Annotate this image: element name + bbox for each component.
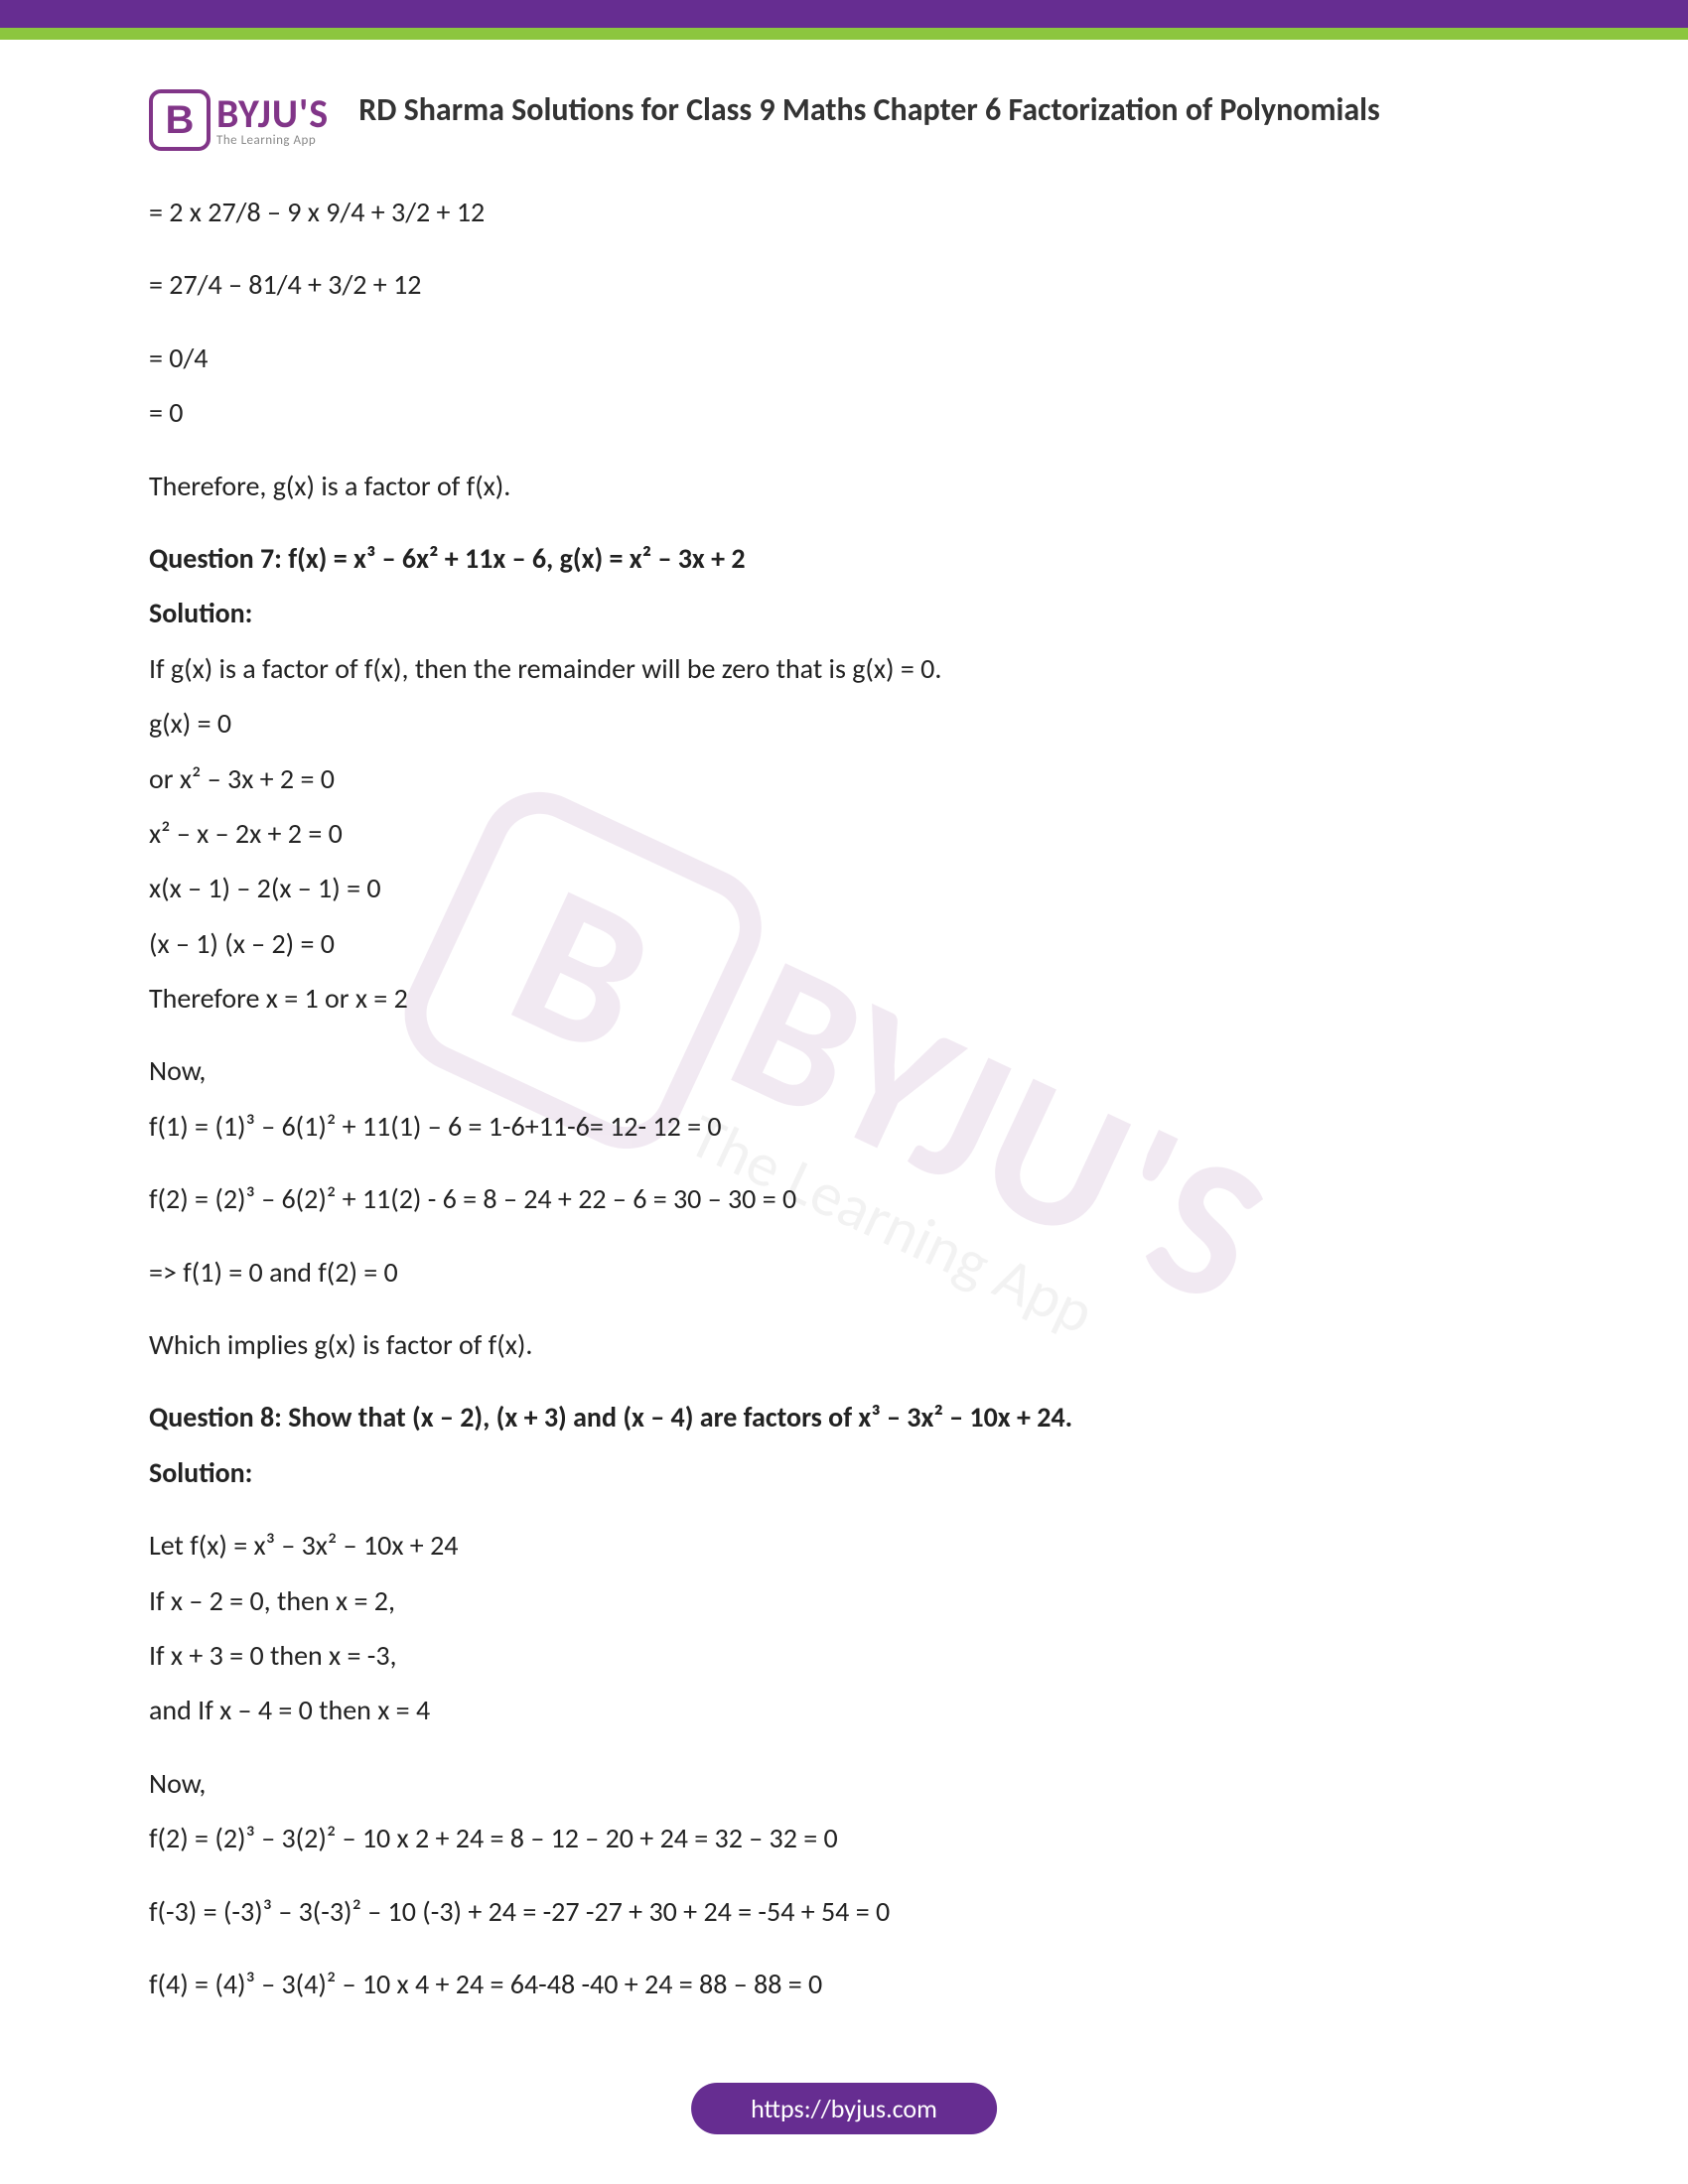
solution-line: x² – x – 2x + 2 = 0 [149, 812, 1539, 855]
top-bar-purple [0, 0, 1688, 28]
eq-line: = 27/4 – 81/4 + 3/2 + 12 [149, 263, 1539, 306]
solution-line: f(-3) = (-3)³ – 3(-3)² – 10 (-3) + 24 = … [149, 1890, 1539, 1933]
header: B BYJU'S The Learning App RD Sharma Solu… [0, 40, 1688, 171]
page-title: RD Sharma Solutions for Class 9 Maths Ch… [358, 89, 1539, 131]
solution-line: g(x) = 0 [149, 702, 1539, 745]
footer-url: https://byjus.com [691, 2083, 997, 2134]
question-8-title: Question 8: Show that (x – 2), (x + 3) a… [149, 1396, 1539, 1438]
solution-line: f(1) = (1)³ – 6(1)² + 11(1) – 6 = 1-6+11… [149, 1105, 1539, 1148]
solution-line: => f(1) = 0 and f(2) = 0 [149, 1251, 1539, 1294]
solution-label: Solution: [149, 592, 1539, 634]
solution-line: If x – 2 = 0, then x = 2, [149, 1579, 1539, 1622]
logo-icon: B [149, 89, 211, 151]
conclusion-line: Therefore, g(x) is a factor of f(x). [149, 465, 1539, 507]
solution-line: (x – 1) (x – 2) = 0 [149, 922, 1539, 965]
eq-line: = 2 x 27/8 – 9 x 9/4 + 3/2 + 12 [149, 191, 1539, 233]
content-body: = 2 x 27/8 – 9 x 9/4 + 3/2 + 12 = 27/4 –… [0, 171, 1688, 2005]
solution-line: f(2) = (2)³ – 6(2)² + 11(2) - 6 = 8 – 24… [149, 1177, 1539, 1220]
question-7-title: Question 7: f(x) = x³ – 6x² + 11x – 6, g… [149, 537, 1539, 580]
logo-sub-text: The Learning App [216, 134, 329, 147]
solution-line: or x² – 3x + 2 = 0 [149, 757, 1539, 800]
top-bar-green [0, 28, 1688, 40]
solution-label: Solution: [149, 1451, 1539, 1494]
solution-line: If x + 3 = 0 then x = -3, [149, 1634, 1539, 1677]
solution-line: f(4) = (4)³ – 3(4)² – 10 x 4 + 24 = 64-4… [149, 1963, 1539, 2005]
solution-line: f(2) = (2)³ – 3(2)² – 10 x 2 + 24 = 8 – … [149, 1817, 1539, 1859]
eq-line: = 0 [149, 391, 1539, 434]
solution-line: If g(x) is a factor of f(x), then the re… [149, 647, 1539, 690]
solution-line: Which implies g(x) is factor of f(x). [149, 1323, 1539, 1366]
eq-line: = 0/4 [149, 337, 1539, 379]
solution-line: Therefore x = 1 or x = 2 [149, 977, 1539, 1020]
solution-line: Let f(x) = x³ – 3x² – 10x + 24 [149, 1524, 1539, 1567]
solution-line: x(x – 1) – 2(x – 1) = 0 [149, 867, 1539, 909]
logo-main-text: BYJU'S [216, 94, 329, 134]
logo-block: B BYJU'S The Learning App [149, 89, 329, 151]
solution-line: and If x – 4 = 0 then x = 4 [149, 1689, 1539, 1731]
solution-line: Now, [149, 1762, 1539, 1805]
solution-line: Now, [149, 1049, 1539, 1092]
